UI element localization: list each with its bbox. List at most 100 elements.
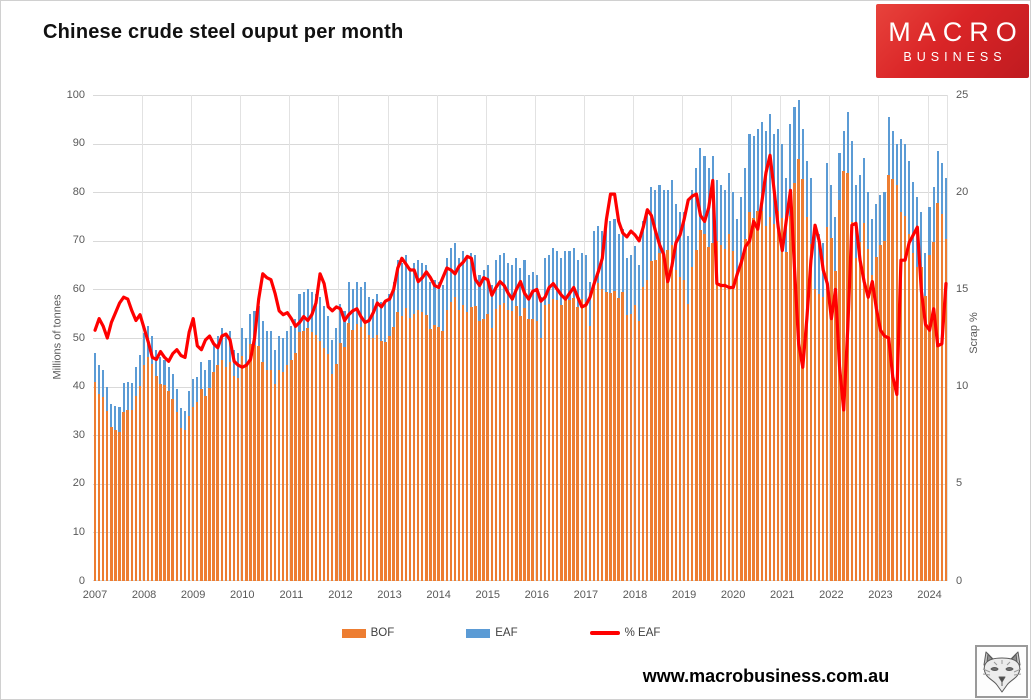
- bar-eaf: [200, 362, 203, 389]
- legend-bar-swatch: [466, 628, 491, 638]
- bar-bof: [854, 257, 858, 581]
- bar-bof: [163, 385, 166, 581]
- left-axis-tick: 100: [66, 88, 85, 101]
- bar-eaf: [372, 299, 375, 338]
- bar-bof: [915, 267, 919, 581]
- bar-eaf: [719, 184, 722, 246]
- legend-label: EAF: [495, 627, 518, 639]
- bar-eaf: [850, 141, 853, 222]
- bar-bof: [609, 292, 612, 581]
- bar-eaf: [482, 269, 485, 319]
- gridline-horizontal: [93, 240, 948, 242]
- bar-eaf: [920, 211, 923, 267]
- bar-bof: [903, 216, 907, 581]
- bar-bof: [515, 306, 518, 581]
- bar-eaf: [241, 328, 244, 356]
- bar-bof: [699, 229, 702, 581]
- bar-eaf: [560, 257, 563, 306]
- bar-bof: [138, 386, 142, 581]
- bar-bof: [245, 365, 248, 581]
- bar-bof: [371, 338, 375, 581]
- bar-eaf: [887, 116, 890, 175]
- x-axis-year-label: 2019: [671, 589, 697, 601]
- bar-bof: [490, 328, 494, 581]
- bar-eaf: [871, 218, 874, 275]
- bar-eaf: [642, 221, 645, 287]
- bar-bof: [232, 376, 236, 581]
- x-axis-year-label: 2015: [475, 589, 500, 601]
- bar-eaf: [568, 250, 571, 300]
- bar-bof: [744, 238, 747, 581]
- bar-bof: [695, 250, 698, 581]
- bar-eaf: [417, 260, 420, 310]
- bar-bof: [470, 307, 473, 581]
- bar-eaf: [928, 206, 931, 255]
- bar-bof: [674, 269, 678, 581]
- bar-eaf: [441, 284, 444, 331]
- bar-bof: [924, 296, 927, 581]
- bar-bof: [384, 341, 387, 581]
- bar-bof: [367, 334, 371, 581]
- bar-eaf: [380, 301, 383, 341]
- bar-bof: [613, 290, 616, 581]
- bar-eaf: [740, 197, 743, 261]
- bar-eaf: [576, 260, 579, 307]
- bar-eaf: [879, 194, 882, 245]
- gridline-vertical: [583, 95, 585, 581]
- bar-eaf: [183, 410, 186, 431]
- bar-eaf: [478, 274, 481, 322]
- bar-eaf: [273, 350, 276, 385]
- bar-bof: [592, 284, 596, 581]
- bar-bof: [543, 304, 547, 581]
- legend-label: % EAF: [624, 627, 661, 639]
- bar-bof: [539, 337, 543, 581]
- gridline-vertical: [780, 95, 782, 581]
- bar-bof: [846, 172, 849, 581]
- left-axis-tick: 30: [72, 428, 85, 441]
- bar-eaf: [507, 262, 510, 310]
- bar-bof: [306, 328, 309, 581]
- bar-eaf: [723, 189, 726, 250]
- bar-eaf: [486, 265, 489, 315]
- bar-bof: [191, 406, 195, 581]
- bar-eaf: [703, 155, 706, 235]
- bar-bof: [870, 274, 874, 581]
- bar-bof: [474, 305, 477, 581]
- bar-bof: [928, 254, 931, 581]
- bar-bof: [465, 311, 469, 581]
- bar-eaf: [462, 250, 465, 305]
- bar-bof: [936, 202, 939, 581]
- bar-eaf: [294, 318, 297, 354]
- bar-eaf: [322, 306, 326, 349]
- bar-bof: [645, 280, 649, 581]
- bar-bof: [437, 327, 440, 581]
- bar-bof: [314, 335, 318, 581]
- right-axis-tick: 10: [956, 380, 969, 393]
- bar-eaf: [421, 262, 424, 313]
- gridline-vertical: [289, 95, 291, 581]
- bar-eaf: [384, 301, 387, 342]
- bar-bof: [445, 309, 449, 581]
- bar-bof: [195, 401, 199, 581]
- bar-eaf: [97, 364, 101, 394]
- bar-bof: [502, 303, 506, 581]
- bar-bof: [400, 315, 404, 581]
- bar-bof: [793, 182, 796, 581]
- bar-eaf: [408, 267, 411, 318]
- bar-bof: [257, 346, 260, 581]
- bar-bof: [351, 329, 354, 581]
- legend-item-eaf: EAF: [466, 627, 518, 639]
- bar-bof: [130, 410, 134, 581]
- pct-eaf-line: [93, 153, 948, 412]
- bar-bof: [494, 308, 498, 581]
- bar-bof: [326, 353, 330, 581]
- right-axis-tick: 15: [956, 282, 969, 295]
- bar-bof: [641, 286, 645, 581]
- bar-bof: [625, 315, 629, 581]
- bar-eaf: [637, 265, 641, 321]
- bar-bof: [531, 318, 534, 581]
- bar-bof: [715, 241, 719, 581]
- bar-eaf: [535, 274, 538, 321]
- bar-eaf: [367, 296, 371, 335]
- bar-eaf: [523, 260, 526, 308]
